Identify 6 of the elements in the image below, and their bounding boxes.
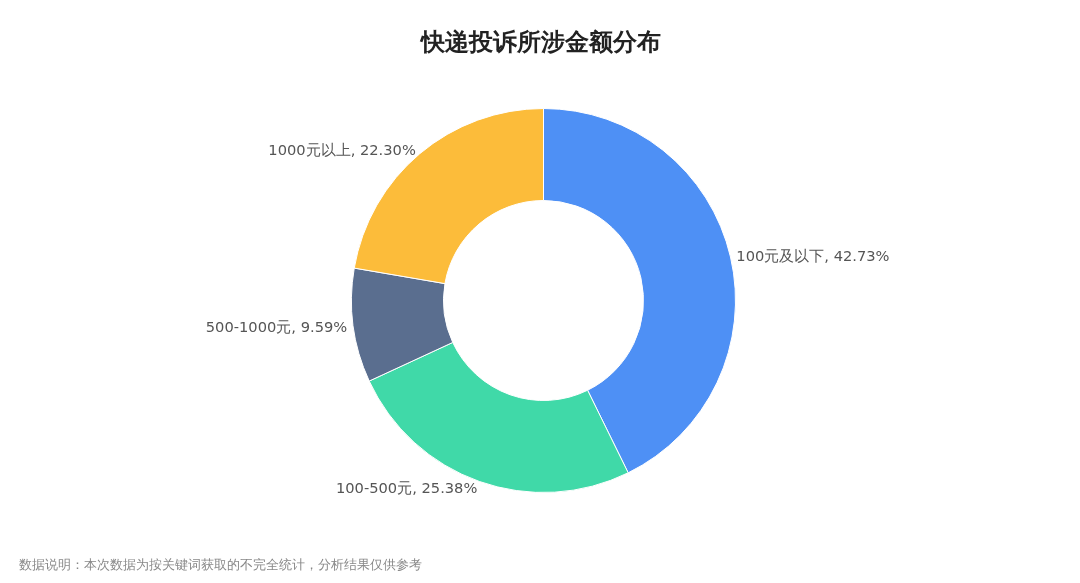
text: 数据说明：本次数据为按关键词获取的不完全统计，分析结果仅供参考	[18, 556, 422, 572]
slice-label: 1000元以上, 22.30%	[268, 140, 416, 158]
slice-label: 100元及以下, 42.73%	[736, 247, 890, 265]
slice-label: 100-500元, 25.38%	[335, 478, 478, 496]
chart-title: 快递投诉所涉金额分布	[418, 27, 661, 56]
slice-label: 500-1000元, 9.59%	[205, 317, 348, 335]
